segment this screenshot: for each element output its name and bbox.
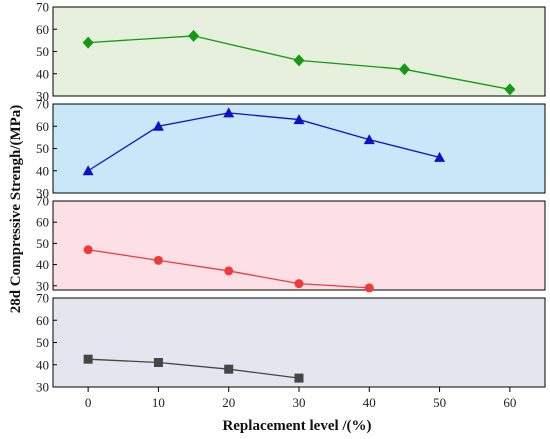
data-point bbox=[83, 245, 93, 255]
data-point bbox=[398, 63, 410, 76]
x-axis-title: Replacement level /(%) bbox=[222, 418, 371, 434]
x-tick-label: 10 bbox=[152, 395, 165, 410]
data-point bbox=[434, 151, 446, 162]
series-line bbox=[88, 358, 300, 379]
data-point bbox=[224, 266, 234, 276]
y-tick-label: 40 bbox=[36, 357, 49, 372]
x-tick-label: 20 bbox=[222, 395, 235, 410]
panel-1: 30 40 50 60 70 bbox=[36, 0, 546, 104]
data-point bbox=[293, 54, 305, 67]
x-tick-label: 40 bbox=[363, 395, 376, 410]
series-line bbox=[87, 112, 440, 172]
y-tick-label: 40 bbox=[36, 257, 49, 272]
x-tick-label: 30 bbox=[293, 395, 306, 410]
data-point bbox=[294, 279, 304, 289]
panel-4: 30 40 50 60 70 bbox=[36, 291, 546, 395]
panel-background bbox=[52, 6, 546, 97]
y-tick-label: 30 bbox=[36, 380, 49, 395]
y-tick-label: 60 bbox=[36, 119, 49, 134]
data-point bbox=[188, 29, 200, 42]
data-point bbox=[223, 107, 235, 118]
y-tick-label: 50 bbox=[36, 335, 49, 350]
y-tick-label: 30 bbox=[36, 278, 49, 293]
data-point bbox=[83, 354, 93, 364]
x-axis: 0 10 20 30 40 50 60 bbox=[85, 387, 516, 410]
data-point bbox=[294, 373, 304, 383]
y-axis-title: 28d Compressive Strengh/(MPa) bbox=[8, 105, 24, 314]
y-tick-label: 60 bbox=[36, 215, 49, 230]
data-point bbox=[364, 283, 374, 293]
panel-3: 30 40 50 60 70 bbox=[36, 194, 546, 293]
data-point bbox=[152, 120, 164, 131]
y-tick-label: 50 bbox=[36, 236, 49, 251]
y-tick-label: 70 bbox=[36, 0, 49, 15]
x-tick-label: 50 bbox=[433, 395, 446, 410]
y-tick-label: 70 bbox=[36, 291, 49, 306]
y-tick-label: 50 bbox=[36, 44, 49, 59]
data-point bbox=[153, 255, 163, 265]
data-point bbox=[293, 114, 305, 125]
y-tick-label: 70 bbox=[36, 97, 49, 112]
y-tick-label: 30 bbox=[36, 186, 49, 201]
y-tick-label: 40 bbox=[36, 66, 49, 81]
y-tick-label: 30 bbox=[36, 89, 49, 104]
panel-background bbox=[52, 200, 546, 291]
y-tick-label: 50 bbox=[36, 141, 49, 156]
y-tick-label: 70 bbox=[36, 194, 49, 209]
data-point bbox=[82, 165, 94, 176]
y-tick-label: 60 bbox=[36, 313, 49, 328]
data-point bbox=[504, 83, 516, 96]
panel-2: 30 40 50 60 70 bbox=[36, 97, 546, 201]
data-point bbox=[363, 134, 375, 145]
data-point bbox=[153, 358, 163, 368]
x-tick-label: 0 bbox=[85, 395, 92, 410]
y-tick-label: 60 bbox=[36, 22, 49, 37]
x-tick-label: 60 bbox=[503, 395, 516, 410]
y-tick-label: 40 bbox=[36, 163, 49, 178]
data-point bbox=[82, 36, 94, 49]
data-point bbox=[224, 364, 234, 374]
